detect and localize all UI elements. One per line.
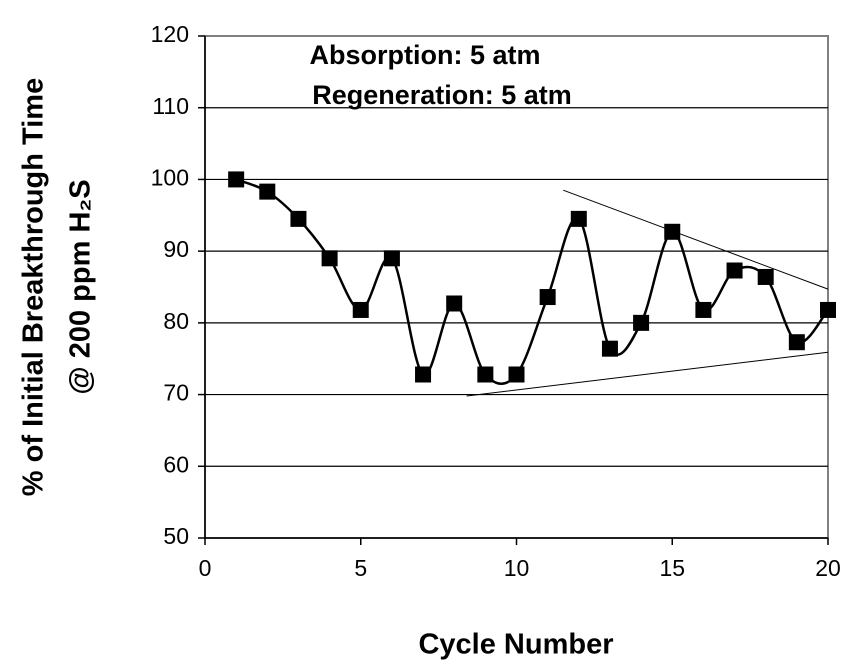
y-tick-label: 110 (152, 93, 189, 119)
marker (290, 210, 307, 227)
marker (695, 301, 712, 318)
marker (820, 301, 836, 318)
marker (415, 366, 432, 383)
annotation: Regeneration: 5 atm (312, 80, 572, 110)
marker (601, 340, 618, 357)
marker (726, 262, 743, 279)
y-axis-title: % of Initial Breakthrough Time (18, 78, 50, 496)
marker (383, 250, 400, 267)
marker (633, 314, 650, 331)
x-tick-label: 10 (504, 555, 530, 581)
marker (477, 366, 494, 383)
x-tick-label: 5 (354, 555, 367, 581)
y-tick-label: 100 (151, 165, 189, 191)
trend-line (466, 351, 829, 397)
marker (788, 334, 805, 351)
marker (508, 366, 525, 383)
y-tick-label: 70 (163, 380, 189, 406)
marker (228, 171, 245, 188)
x-tick-label: 15 (659, 555, 685, 581)
x-tick-label: 20 (815, 555, 841, 581)
x-axis-title: Cycle Number (418, 629, 613, 661)
marker (446, 295, 463, 312)
marker (352, 301, 369, 318)
y-tick-label: 50 (163, 523, 189, 549)
y-tick-label: 60 (163, 451, 189, 477)
marker (259, 183, 276, 200)
marker (539, 289, 556, 306)
x-tick-label: 0 (199, 555, 212, 581)
y-axis-title: @ 200 ppm H₂S (65, 179, 97, 394)
trend-line (563, 189, 829, 290)
marker (570, 210, 587, 227)
y-tick-label: 80 (163, 308, 189, 334)
annotation: Absorption: 5 atm (309, 40, 540, 70)
plot-frame (204, 35, 829, 539)
y-tick-label: 90 (163, 236, 189, 262)
data-line (235, 178, 829, 386)
marker (321, 250, 338, 267)
marker (757, 268, 774, 285)
marker (664, 223, 681, 240)
y-tick-label: 120 (151, 21, 189, 47)
